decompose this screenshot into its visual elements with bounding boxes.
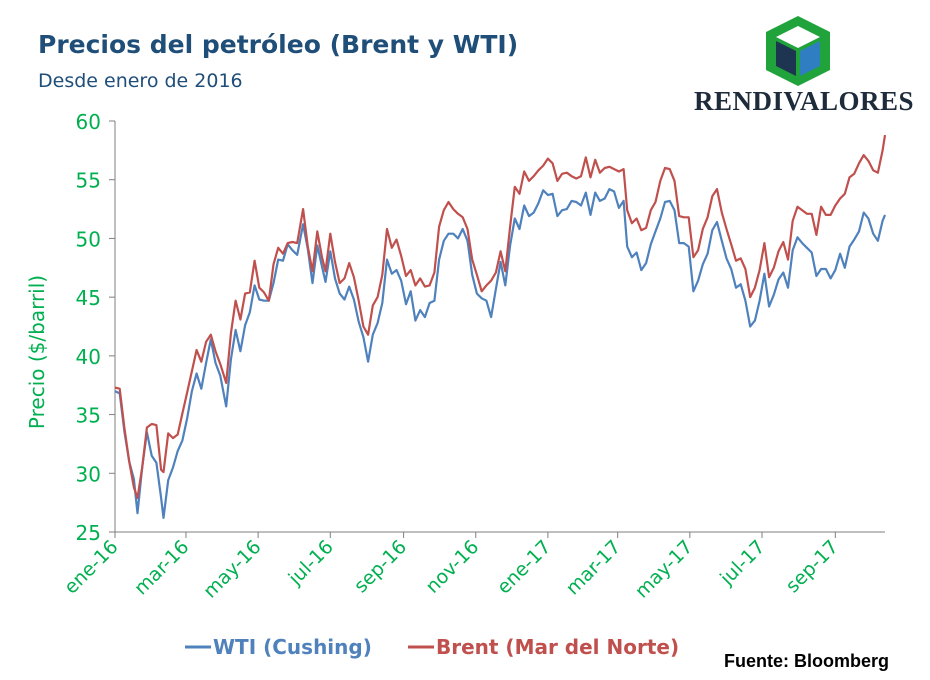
y-tick-label: 30 <box>76 462 101 486</box>
legend-label: Brent (Mar del Norte) <box>436 635 679 659</box>
chart-subtitle: Desde enero de 2016 <box>38 70 243 92</box>
y-ticks: 25 30 35 40 45 50 55 60 <box>76 110 115 545</box>
rendivalores-logo-icon <box>766 16 830 86</box>
x-tick-label: sep-16 <box>350 536 411 597</box>
x-tick-label: sep-17 <box>782 536 843 597</box>
y-tick-label: 60 <box>76 110 101 134</box>
logo-text: RENDIVALORES <box>694 86 915 116</box>
x-ticks: ene-16 mar-16 may-16 jul-16 sep-16 nov-16 ene-… <box>60 532 843 603</box>
x-tick-label: mar-16 <box>130 536 193 599</box>
chart-axes <box>114 121 885 533</box>
y-tick-label: 35 <box>76 404 101 428</box>
x-tick-label: ene-17 <box>493 536 556 599</box>
y-tick-label: 50 <box>76 227 101 251</box>
source-note: Fuente: Bloomberg <box>724 651 889 671</box>
chart-legend: WTI (Cushing) Brent (Mar del Norte) <box>185 635 679 659</box>
y-axis-label: Precio ($/barril) <box>25 275 49 429</box>
series-lines <box>114 134 887 519</box>
x-tick-label: ene-16 <box>60 536 123 599</box>
x-tick-label: may-17 <box>631 536 698 603</box>
x-tick-label: nov-16 <box>421 536 483 598</box>
legend-label: WTI (Cushing) <box>213 635 372 659</box>
x-tick-label: jul-17 <box>715 536 769 590</box>
y-tick-label: 55 <box>76 169 101 193</box>
x-tick-label: jul-16 <box>284 536 338 590</box>
x-tick-label: may-16 <box>199 536 266 603</box>
series-line <box>114 188 887 519</box>
y-tick-label: 45 <box>76 286 101 310</box>
series-line <box>114 134 887 499</box>
chart-title: Precios del petróleo (Brent y WTI) <box>38 30 519 59</box>
y-tick-label: 25 <box>76 521 101 545</box>
x-tick-label: mar-17 <box>562 536 625 599</box>
y-tick-label: 40 <box>76 345 101 369</box>
